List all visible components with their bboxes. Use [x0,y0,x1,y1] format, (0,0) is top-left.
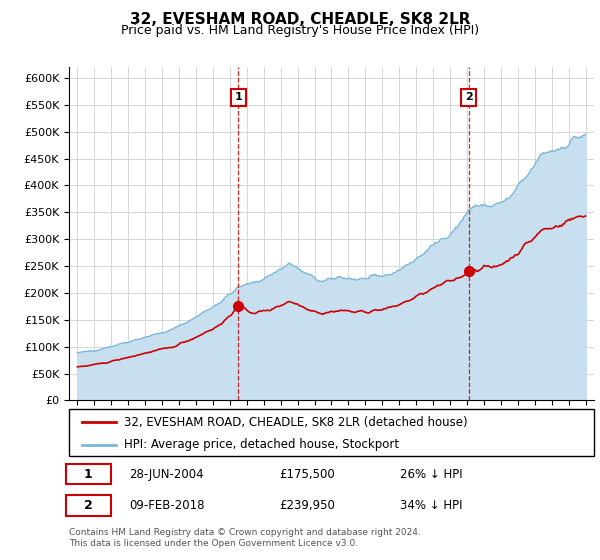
Text: 2: 2 [465,92,473,102]
Text: 26% ↓ HPI: 26% ↓ HPI [400,468,463,480]
Text: 1: 1 [235,92,242,102]
Text: 32, EVESHAM ROAD, CHEADLE, SK8 2LR (detached house): 32, EVESHAM ROAD, CHEADLE, SK8 2LR (deta… [124,416,468,428]
FancyBboxPatch shape [67,464,111,484]
Text: 09-FEB-2018: 09-FEB-2018 [130,499,205,512]
Text: £175,500: £175,500 [279,468,335,480]
FancyBboxPatch shape [69,409,594,456]
Text: 1: 1 [84,468,93,480]
Text: Price paid vs. HM Land Registry's House Price Index (HPI): Price paid vs. HM Land Registry's House … [121,24,479,37]
Text: HPI: Average price, detached house, Stockport: HPI: Average price, detached house, Stoc… [124,438,399,451]
Text: Contains HM Land Registry data © Crown copyright and database right 2024.: Contains HM Land Registry data © Crown c… [69,528,421,536]
Text: 28-JUN-2004: 28-JUN-2004 [130,468,204,480]
Text: 34% ↓ HPI: 34% ↓ HPI [400,499,462,512]
Text: 2: 2 [84,499,93,512]
Text: 32, EVESHAM ROAD, CHEADLE, SK8 2LR: 32, EVESHAM ROAD, CHEADLE, SK8 2LR [130,12,470,27]
Text: £239,950: £239,950 [279,499,335,512]
FancyBboxPatch shape [67,495,111,516]
Text: This data is licensed under the Open Government Licence v3.0.: This data is licensed under the Open Gov… [69,539,358,548]
